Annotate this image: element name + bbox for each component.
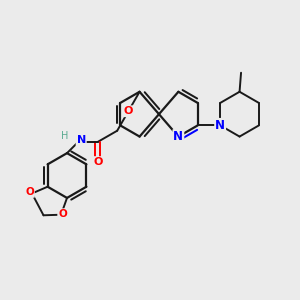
Text: O: O <box>93 157 102 167</box>
Text: N: N <box>173 130 183 143</box>
Text: O: O <box>25 187 34 197</box>
Text: N: N <box>215 119 225 132</box>
Text: O: O <box>124 106 133 116</box>
Text: O: O <box>58 209 67 219</box>
Text: H: H <box>61 131 68 141</box>
Text: N: N <box>76 135 86 146</box>
